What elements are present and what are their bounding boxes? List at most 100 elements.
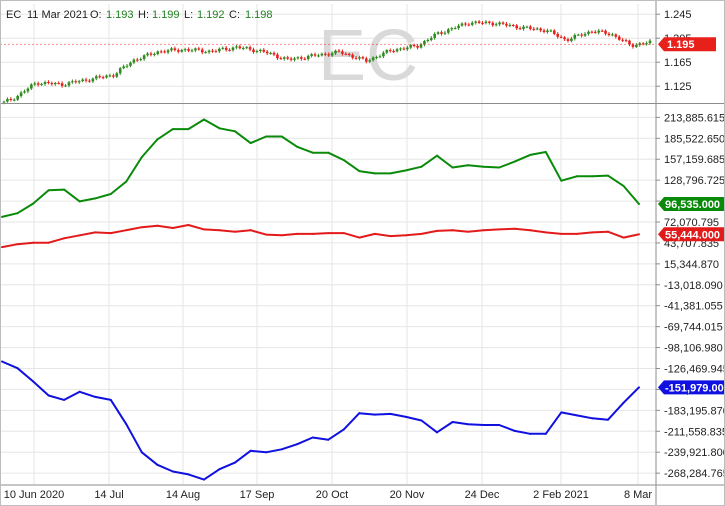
x-tick-label: 14 Aug — [166, 489, 200, 501]
series-point-0 — [529, 153, 532, 156]
candle-body — [590, 31, 594, 33]
candle-body — [474, 21, 477, 23]
candle-body — [409, 45, 413, 48]
candle-body — [30, 84, 33, 89]
candle-body — [53, 82, 57, 85]
lower-y-tick-label: -268,284.765 — [664, 468, 725, 480]
price-y-tick-label: 1.245 — [664, 9, 692, 21]
lower-y-tick-label: 213,885.615 — [664, 112, 725, 124]
series-point-0 — [156, 138, 159, 141]
candle-body — [262, 49, 266, 52]
series-point-1 — [63, 237, 66, 240]
candle-body — [450, 28, 454, 30]
candle-body — [142, 55, 146, 60]
series-point-2 — [1, 360, 3, 363]
series-line-2 — [1, 360, 640, 481]
series-point-2 — [16, 367, 19, 370]
candle-body — [105, 75, 108, 78]
candle-body — [320, 53, 324, 56]
candle-body — [617, 36, 621, 40]
candle-body — [269, 52, 272, 54]
candle-body — [149, 53, 153, 55]
candle-body — [464, 23, 467, 25]
series-point-1 — [420, 232, 423, 235]
series-point-0 — [622, 184, 625, 187]
candle-body — [81, 79, 84, 82]
candle-body — [388, 50, 392, 52]
series-point-2 — [32, 380, 35, 383]
series-point-1 — [32, 241, 35, 244]
series-point-2 — [529, 432, 532, 435]
series-point-1 — [16, 243, 19, 246]
series-last-badge-0 — [658, 196, 725, 211]
header-open-value: 1.193 — [106, 9, 134, 21]
candle-body — [64, 85, 67, 87]
series-point-0 — [451, 166, 454, 169]
series-point-2 — [622, 401, 625, 404]
series-point-1 — [296, 232, 299, 235]
candle-body — [57, 82, 60, 84]
lower-y-tick-label: -211,558.835 — [664, 426, 725, 438]
series-point-0 — [296, 145, 299, 148]
candle-body — [310, 54, 313, 56]
candle-body — [515, 25, 518, 29]
candle-body — [570, 38, 573, 41]
candle-body — [429, 37, 433, 40]
series-point-2 — [482, 423, 485, 426]
candle-body — [259, 49, 262, 52]
series-point-0 — [389, 172, 392, 175]
candle-body — [47, 82, 50, 84]
candle-body — [153, 54, 156, 56]
candle-body — [91, 78, 95, 82]
candle-body — [211, 50, 214, 52]
series-point-1 — [467, 230, 470, 233]
candle-body — [16, 95, 19, 100]
series-last-badge-label-0: 96,535.000 — [665, 199, 720, 211]
candle-body — [535, 28, 539, 30]
series-line-0 — [1, 118, 640, 218]
candle-body — [481, 22, 484, 24]
series-point-2 — [280, 448, 283, 451]
candle-body — [43, 82, 47, 84]
candle-body — [200, 49, 204, 53]
lower-y-tick-label: -13,018.090 — [664, 280, 723, 292]
candle-body — [371, 57, 375, 61]
candle-body — [587, 31, 590, 34]
candle-body — [173, 48, 177, 51]
series-point-1 — [342, 232, 345, 235]
series-point-2 — [575, 414, 578, 417]
series-point-0 — [342, 159, 345, 162]
series-point-0 — [202, 118, 205, 121]
series-point-2 — [420, 419, 423, 422]
series-point-1 — [622, 236, 625, 239]
candle-body — [238, 46, 242, 49]
series-point-0 — [280, 135, 283, 138]
lower-y-tick-label: 15,344.870 — [664, 259, 719, 271]
price-y-tick-label: 1.165 — [664, 57, 692, 69]
candle-body — [611, 34, 614, 36]
series-point-1 — [1, 246, 3, 249]
candle-body — [255, 51, 259, 53]
candle-body — [88, 80, 91, 82]
candle-body — [2, 101, 6, 103]
series-point-0 — [560, 179, 563, 182]
candle-body — [351, 54, 354, 58]
candle-body — [293, 58, 296, 60]
series-point-0 — [420, 165, 423, 168]
series-point-2 — [327, 438, 330, 441]
candle-body — [641, 43, 645, 45]
header-symbol: EC — [6, 9, 21, 21]
series-point-1 — [171, 226, 174, 229]
candle-body — [347, 53, 351, 55]
candle-body — [477, 21, 481, 23]
candle-body — [204, 52, 207, 54]
candle-body — [529, 26, 532, 29]
candle-body — [282, 57, 286, 59]
candle-body — [303, 58, 307, 60]
candle-body — [156, 51, 160, 55]
candle-body — [146, 53, 149, 56]
candle-body — [177, 50, 180, 52]
series-point-2 — [311, 436, 314, 439]
series-point-2 — [265, 451, 268, 454]
series-point-2 — [187, 473, 190, 476]
